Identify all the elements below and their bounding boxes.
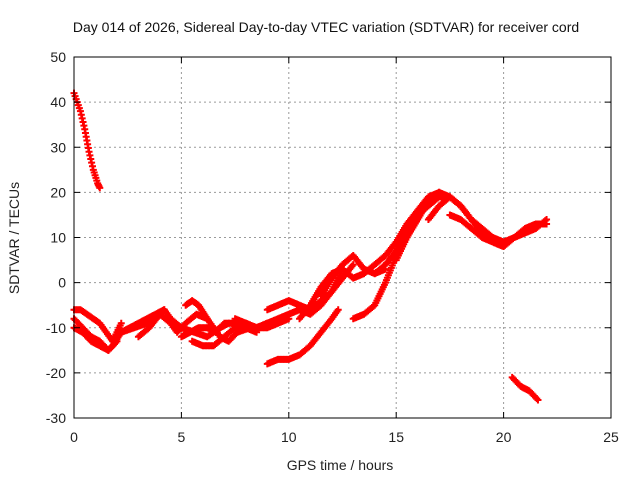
series-arc-17 — [371, 193, 465, 278]
data-points — [70, 89, 551, 404]
data-point — [500, 243, 508, 251]
y-tick-label: -30 — [46, 410, 66, 426]
y-tick-label: 40 — [50, 94, 66, 110]
series-arc-2 — [70, 306, 125, 345]
chart-title: Day 014 of 2026, Sidereal Day-to-day VTE… — [73, 19, 579, 35]
data-point — [96, 184, 104, 192]
y-tick-label: 0 — [58, 275, 66, 291]
y-tick-label: -20 — [46, 365, 66, 381]
gridlines — [74, 57, 611, 418]
data-point — [112, 339, 120, 347]
x-tick-label: 10 — [281, 429, 297, 445]
series-arc-21 — [508, 373, 542, 404]
data-point — [543, 215, 551, 223]
data-point — [334, 306, 342, 314]
x-tick-label: 25 — [603, 429, 619, 445]
series-arc-9 — [188, 324, 261, 350]
data-point — [117, 319, 125, 327]
data-point — [349, 261, 357, 269]
series-arc-20 — [446, 211, 508, 251]
y-tick-label: 50 — [50, 49, 66, 65]
y-tick-label: -10 — [46, 320, 66, 336]
axis-ticks: 0 5 10 15 20 25 50 40 30 20 10 0 -10 -20 -30 — [46, 49, 619, 445]
x-axis-label: GPS time / hours — [287, 457, 394, 473]
series-arc-6 — [134, 310, 211, 341]
x-tick-label: 20 — [496, 429, 512, 445]
y-tick-label: 20 — [50, 184, 66, 200]
x-tick-label: 0 — [70, 429, 78, 445]
y-tick-label: 10 — [50, 230, 66, 246]
x-tick-label: 15 — [388, 429, 404, 445]
series-arc-13 — [263, 306, 342, 368]
x-tick-label: 5 — [178, 429, 186, 445]
data-point — [534, 396, 542, 404]
y-tick-label: 30 — [50, 139, 66, 155]
data-point — [113, 337, 121, 345]
series-arc-4 — [70, 324, 121, 354]
y-axis-label: SDTVAR / TECUs — [6, 182, 22, 294]
series-arc-1 — [70, 89, 104, 192]
data-point — [533, 395, 541, 403]
